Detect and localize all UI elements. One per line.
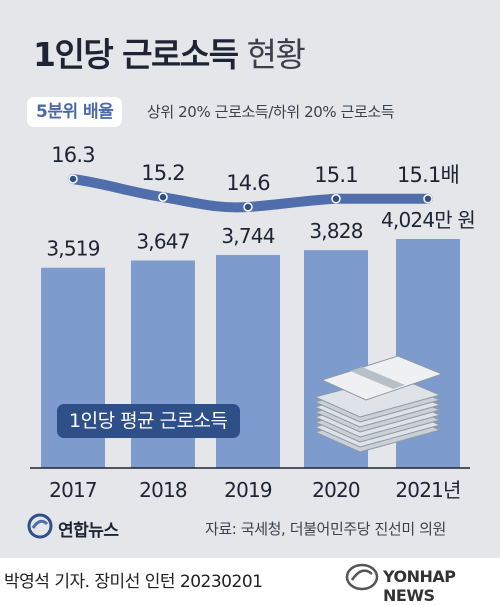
bar-value-label-0: 3,519 (46, 237, 99, 261)
credit-line: 박영석 기자. 장미선 인턴 20230201 (4, 572, 263, 592)
ratio-point-4 (423, 194, 433, 204)
ratio-value-label-0: 16.3 (51, 143, 95, 167)
ratio-point-1 (158, 192, 168, 202)
ratio-point-3 (331, 194, 341, 204)
ratio-value-label-2: 14.6 (226, 171, 270, 195)
bar-value-label-4: 4,024만 원 (381, 208, 475, 232)
x-tick-label-4: 2021년 (395, 478, 460, 502)
title-light: 현황 (246, 35, 306, 74)
ratio-value-label-3: 15.1 (314, 163, 358, 187)
x-tick-label-1: 2018 (139, 478, 187, 502)
ratio-point-2 (243, 202, 253, 212)
money-stack-illustration (313, 355, 444, 453)
yonhap-logo-icon (27, 513, 53, 539)
bar-value-label-2: 3,744 (221, 224, 274, 248)
watermark-text: YONHAP NEWS (383, 567, 456, 605)
source-note: 자료: 국세청, 더불어민주당 진선미 의원 (205, 520, 446, 538)
ratio-value-label-4: 15.1배 (397, 163, 459, 187)
ratio-description: 상위 20% 근로소득/하위 20% 근로소득 (147, 103, 395, 121)
watermark-icon (345, 563, 379, 591)
title-bold: 1인당 근로소득 (33, 35, 239, 74)
ratio-badge: 5분위 배율 (27, 97, 123, 127)
x-tick-label-0: 2017 (49, 478, 97, 502)
logo-text: 연합뉴스 (58, 521, 119, 541)
chart-canvas: 3,519 3,647 3,744 3,828 4,024만 원 2017 2018 2019… (30, 143, 476, 502)
page-title: 1인당 근로소득 현황 (33, 28, 306, 76)
bar-value-label-1: 3,647 (136, 229, 189, 253)
ratio-line (68, 174, 433, 213)
bar-series-legend: 1인당 평균 근로소득 (57, 404, 240, 438)
ratio-point-0 (68, 174, 78, 184)
bar-value-label-3: 3,828 (309, 219, 362, 243)
ratio-value-label-1: 15.2 (141, 161, 185, 185)
x-tick-label-3: 2020 (312, 478, 360, 502)
x-tick-label-2: 2019 (224, 478, 272, 502)
